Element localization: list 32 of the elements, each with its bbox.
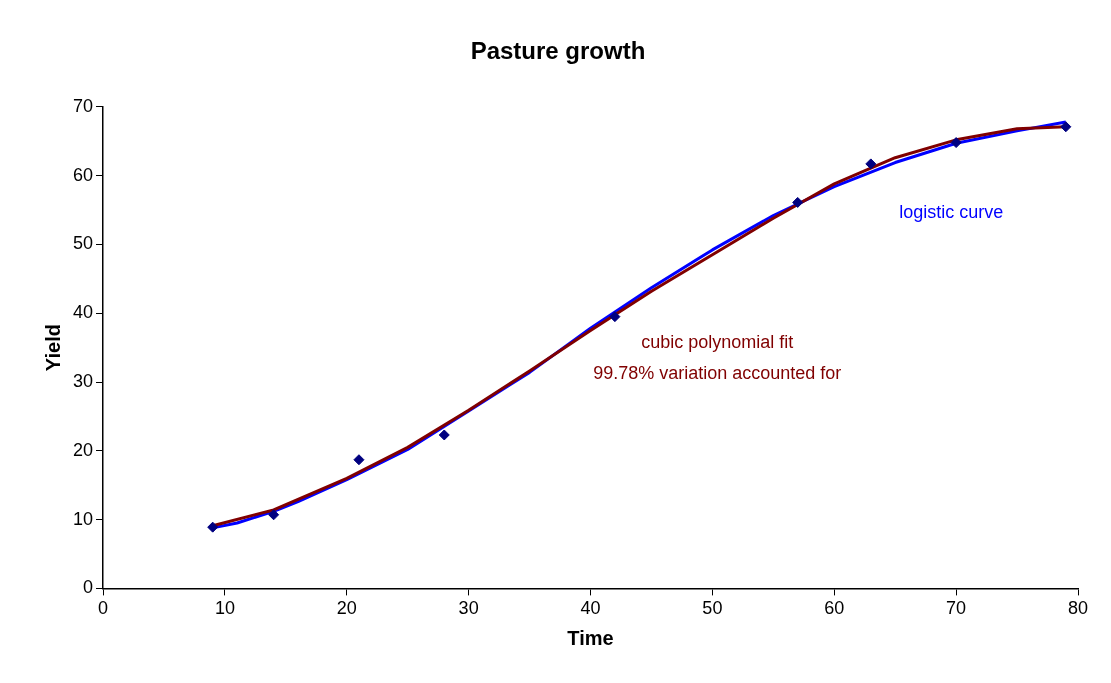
point (950, 137, 962, 149)
point (1060, 121, 1072, 133)
y-tick-label: 0 (83, 577, 94, 598)
point (438, 429, 450, 441)
y-axis-title: Yield (41, 324, 64, 372)
annotation: 99.78% variation accounted for (593, 363, 842, 384)
x-tick-label: 10 (214, 598, 235, 619)
y-tick-label: 30 (72, 370, 94, 391)
y-tick-label: 50 (72, 233, 94, 254)
x-axis-title: Time (567, 626, 614, 649)
point (353, 454, 365, 466)
y-tick-label: 40 (72, 302, 94, 323)
point (865, 158, 877, 170)
x-tick-label: 40 (580, 598, 601, 619)
annotation: cubic polynomial fit (641, 331, 794, 352)
y-tick-label: 70 (72, 95, 94, 116)
y-tick-label: 60 (72, 164, 94, 185)
point (609, 311, 621, 323)
x-tick-label: 0 (98, 598, 109, 619)
point (268, 509, 280, 521)
y-tick-label: 10 (72, 508, 94, 529)
x-tick-label: 70 (946, 598, 967, 619)
x-tick-label: 60 (824, 598, 845, 619)
annotation: logistic curve (899, 201, 1004, 222)
x-tick-label: 20 (336, 598, 357, 619)
x-tick-label: 30 (458, 598, 479, 619)
x-tick-label: 50 (702, 598, 723, 619)
y-tick-label: 20 (72, 439, 94, 460)
x-tick-label: 80 (1067, 598, 1089, 619)
point (792, 196, 804, 208)
chart-title: Pasture growth (470, 37, 646, 65)
point (207, 521, 219, 533)
